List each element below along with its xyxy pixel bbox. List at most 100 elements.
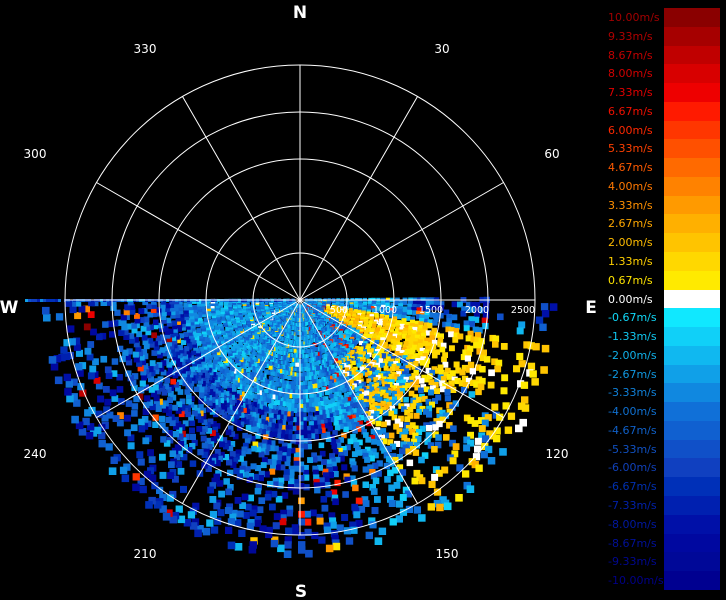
echo-cell	[405, 338, 411, 344]
echo-cell	[467, 345, 474, 352]
echo-cell	[200, 324, 206, 329]
echo-cell	[367, 464, 374, 471]
echo-cell	[172, 404, 178, 411]
echo-cell	[401, 333, 407, 339]
echo-cell	[342, 378, 348, 383]
echo-cell	[451, 301, 458, 308]
echo-cell	[345, 421, 351, 428]
echo-cell	[337, 400, 343, 406]
echo-cell	[269, 468, 276, 475]
echo-cell	[389, 518, 397, 526]
echo-cell	[159, 306, 166, 313]
echo-cell	[183, 311, 189, 317]
echo-cell	[343, 527, 351, 535]
echo-cell	[268, 365, 273, 370]
echo-cell	[308, 421, 314, 427]
echo-cell	[152, 340, 159, 347]
echo-cell	[269, 380, 275, 385]
echo-cell	[254, 423, 260, 429]
echo-cell	[399, 349, 405, 355]
echo-cell	[256, 408, 262, 414]
echo-cell	[377, 386, 383, 392]
echo-cell	[253, 519, 261, 527]
echo-cell	[277, 446, 283, 453]
echo-cell	[312, 465, 319, 472]
echo-cell	[194, 356, 200, 362]
echo-cell	[307, 381, 313, 386]
echo-cell	[211, 372, 217, 378]
echo-cell	[92, 358, 99, 366]
echo-cell	[131, 410, 138, 417]
echo-cell	[329, 417, 335, 423]
echo-cell	[420, 311, 426, 317]
echo-cell	[260, 382, 266, 387]
echo-cell	[213, 473, 220, 481]
legend-swatch	[664, 26, 720, 46]
echo-cell	[470, 301, 477, 308]
echo-cell	[298, 421, 304, 427]
echo-cell	[443, 309, 450, 316]
echo-cell	[478, 425, 486, 433]
echo-cell	[263, 397, 269, 403]
echo-cell	[283, 429, 289, 435]
echo-cell	[353, 442, 360, 448]
echo-cell	[390, 324, 395, 329]
echo-cell	[180, 485, 187, 493]
echo-cell	[192, 502, 200, 510]
echo-cell	[413, 369, 419, 376]
echo-cell	[230, 509, 238, 517]
echo-cell	[432, 352, 438, 359]
echo-cell	[171, 320, 178, 326]
echo-cell	[60, 346, 68, 354]
range-1500-label: 1500	[419, 305, 443, 316]
echo-cell	[149, 403, 156, 411]
legend-label: 5.33m/s	[608, 142, 653, 156]
echo-cell	[178, 309, 184, 315]
echo-cell	[417, 328, 423, 334]
echo-cell	[183, 335, 189, 341]
echo-cell	[198, 318, 203, 324]
echo-cell	[204, 301, 210, 307]
legend-row: -8.67m/s	[604, 533, 722, 553]
echo-cell	[199, 428, 206, 435]
radar-plot[interactable]: N E S W 330 30 300 60 240 120 210 150 50…	[0, 0, 600, 600]
echo-cell	[141, 416, 149, 423]
legend-swatch	[664, 308, 720, 328]
echo-cell	[286, 384, 291, 389]
echo-cell	[333, 420, 339, 426]
echo-cell	[436, 503, 444, 512]
echo-cell	[188, 308, 194, 314]
echo-cell	[412, 394, 419, 400]
echo-cell	[479, 307, 486, 314]
echo-cell	[390, 443, 397, 450]
echo-cell	[369, 391, 375, 397]
echo-cell	[200, 301, 206, 307]
echo-cell	[394, 440, 401, 447]
echo-cell	[223, 397, 229, 403]
echo-cell	[423, 349, 430, 355]
echo-cell	[200, 381, 206, 387]
echo-cell	[75, 363, 83, 371]
echo-cell	[203, 398, 210, 404]
echo-cell	[176, 450, 184, 458]
echo-cell	[304, 528, 312, 536]
echo-cell	[360, 449, 367, 455]
echo-cell	[389, 405, 396, 412]
echo-cell	[139, 485, 147, 494]
echo-cell	[154, 388, 161, 395]
echo-cell	[396, 332, 402, 338]
echo-cell	[244, 314, 249, 319]
echo-cell	[356, 363, 362, 368]
echo-cell	[181, 339, 187, 345]
echo-cell	[209, 338, 215, 343]
echo-cell	[402, 300, 408, 306]
echo-cell	[166, 494, 174, 502]
echo-cell	[328, 403, 334, 409]
legend-swatch	[664, 120, 720, 140]
echo-cell	[189, 317, 195, 323]
echo-cell	[211, 308, 216, 314]
bearing-300-label: 300	[24, 147, 47, 161]
echo-cell	[295, 398, 301, 403]
echo-cell	[413, 361, 419, 367]
echo-cell	[540, 366, 548, 374]
